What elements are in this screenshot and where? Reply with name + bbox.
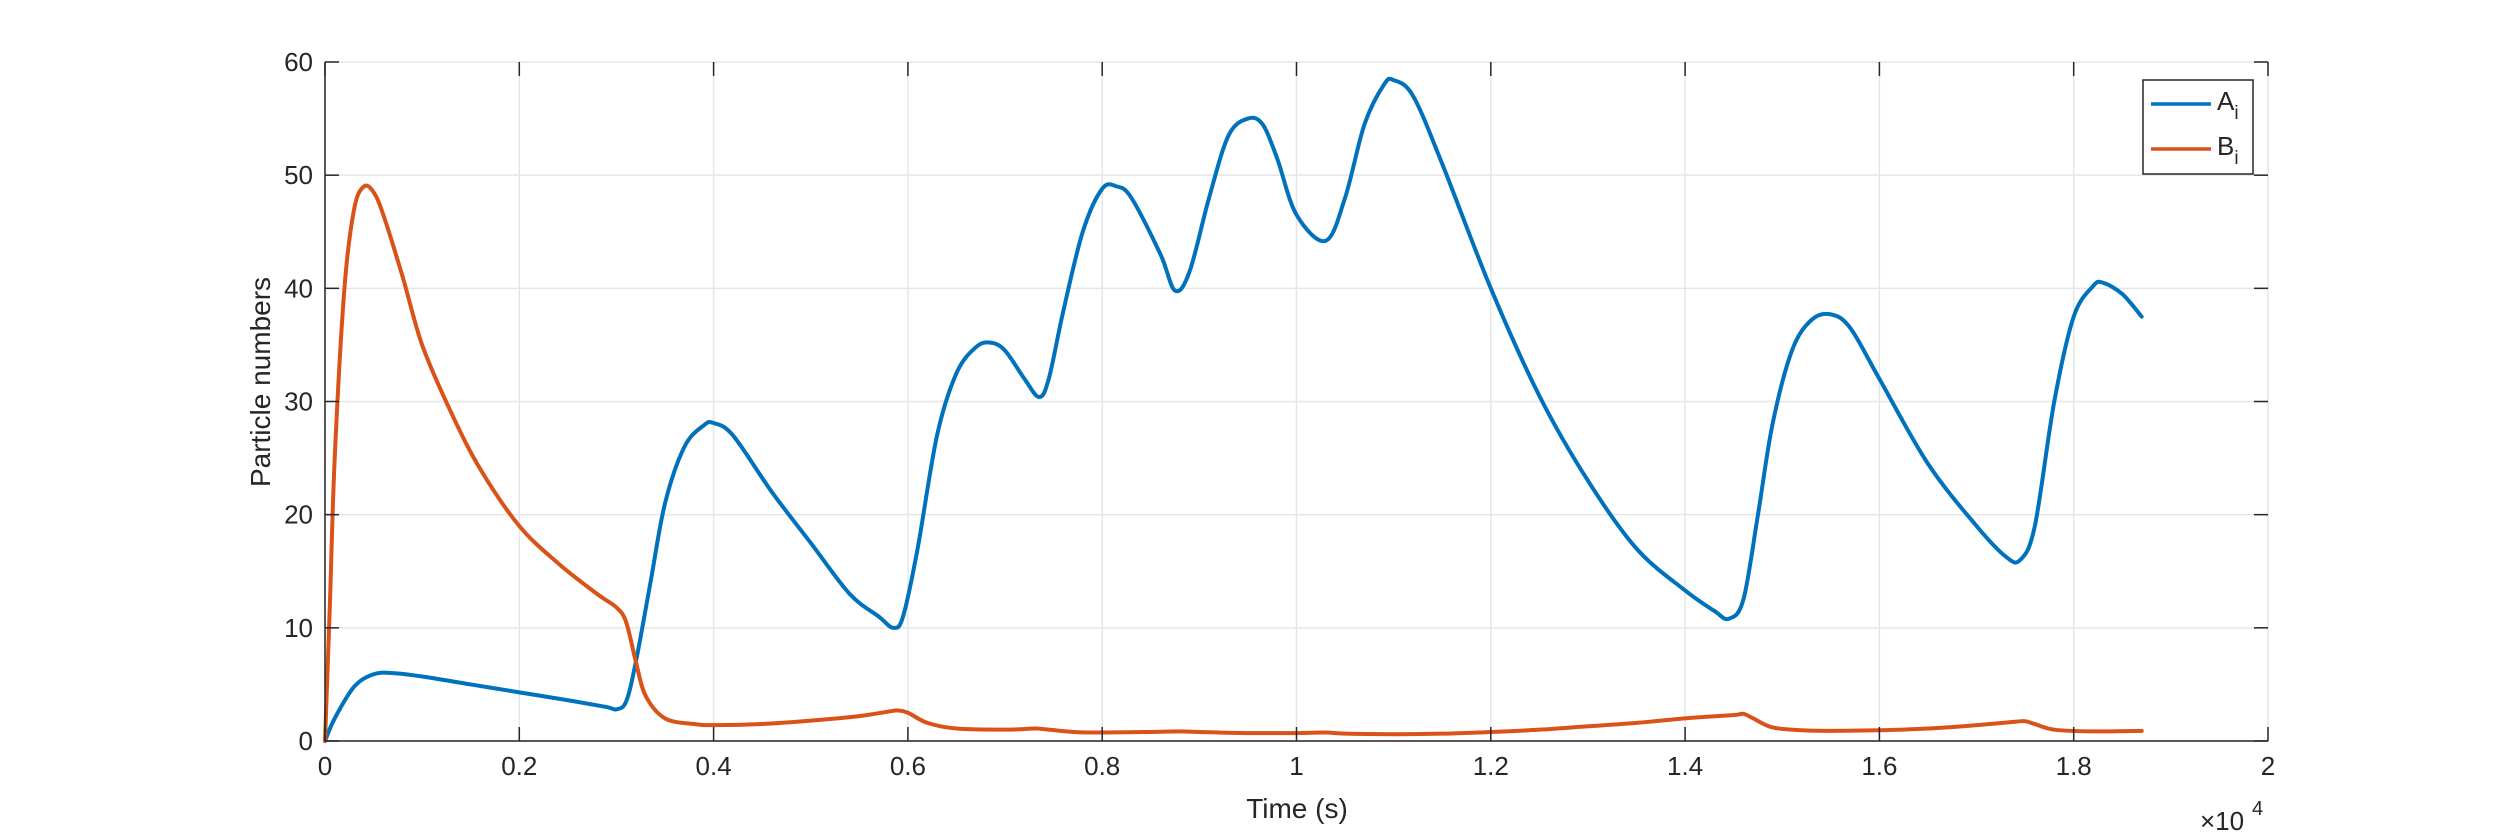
x-exponent-base: ×10 bbox=[2200, 806, 2244, 833]
y-tick-label: 0 bbox=[299, 726, 313, 756]
x-tick-label: 0 bbox=[318, 751, 332, 781]
y-tick-label: 60 bbox=[284, 47, 313, 77]
series-line-a bbox=[323, 76, 2144, 743]
series-line-b bbox=[323, 183, 2144, 743]
y-tick-label: 30 bbox=[284, 387, 313, 417]
x-axis-label: Time (s) bbox=[1246, 793, 1348, 824]
x-tick-label: 0.6 bbox=[890, 751, 926, 781]
x-tick-label: 0.4 bbox=[696, 751, 732, 781]
y-tick-label: 40 bbox=[284, 273, 313, 303]
legend-box bbox=[2142, 79, 2254, 175]
y-tick-label: 50 bbox=[284, 160, 313, 190]
x-tick-label: 1.6 bbox=[1861, 751, 1897, 781]
y-tick-label: 20 bbox=[284, 500, 313, 530]
x-tick-label: 1.2 bbox=[1473, 751, 1509, 781]
x-exponent: ×10 4 bbox=[2200, 798, 2263, 833]
grid bbox=[324, 61, 2269, 742]
x-tick-label: 2 bbox=[2261, 751, 2275, 781]
x-tick-label: 1.8 bbox=[2056, 751, 2092, 781]
legend-label-b: Bi bbox=[2217, 131, 2239, 169]
x-exponent-power: 4 bbox=[2252, 798, 2263, 820]
y-tick-label: 10 bbox=[284, 613, 313, 643]
x-tick-label: 0.2 bbox=[501, 751, 537, 781]
x-tick-label: 0.8 bbox=[1084, 751, 1120, 781]
x-tick-label: 1.4 bbox=[1667, 751, 1703, 781]
plot-lines bbox=[323, 76, 2144, 743]
legend-label-a: Ai bbox=[2217, 86, 2239, 124]
y-axis-label: Particle numbers bbox=[245, 277, 276, 487]
legend: Ai Bi bbox=[2142, 79, 2254, 175]
x-tick-label: 1 bbox=[1289, 751, 1303, 781]
